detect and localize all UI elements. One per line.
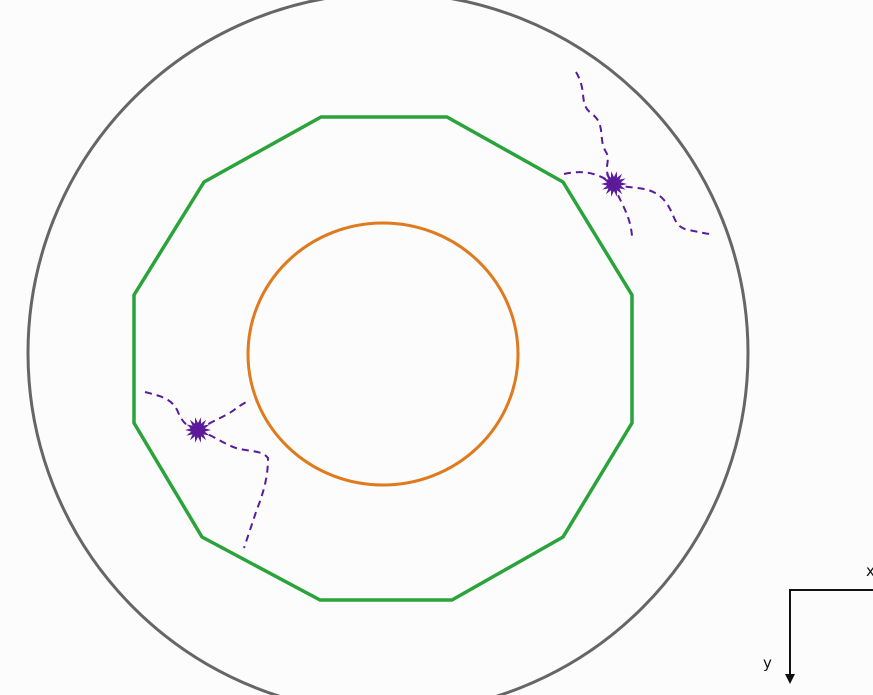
y-axis-arrowhead — [785, 674, 795, 684]
particle-burst — [601, 171, 627, 197]
particle-burst — [185, 417, 211, 443]
trajectory-path — [613, 183, 713, 235]
x-axis-label: x — [866, 562, 873, 580]
trajectory-path — [575, 71, 615, 185]
trajectory-path — [197, 399, 251, 431]
particle-bottom-left — [144, 391, 270, 549]
dodecagon — [132, 115, 634, 602]
outer-circle — [26, 0, 750, 695]
coordinate-axes: x y — [763, 562, 873, 684]
particle-top-right — [563, 71, 713, 237]
inner-circle — [246, 221, 520, 487]
y-axis-label: y — [763, 654, 772, 672]
trajectory-path — [563, 171, 615, 185]
trajectory-path — [197, 429, 270, 549]
